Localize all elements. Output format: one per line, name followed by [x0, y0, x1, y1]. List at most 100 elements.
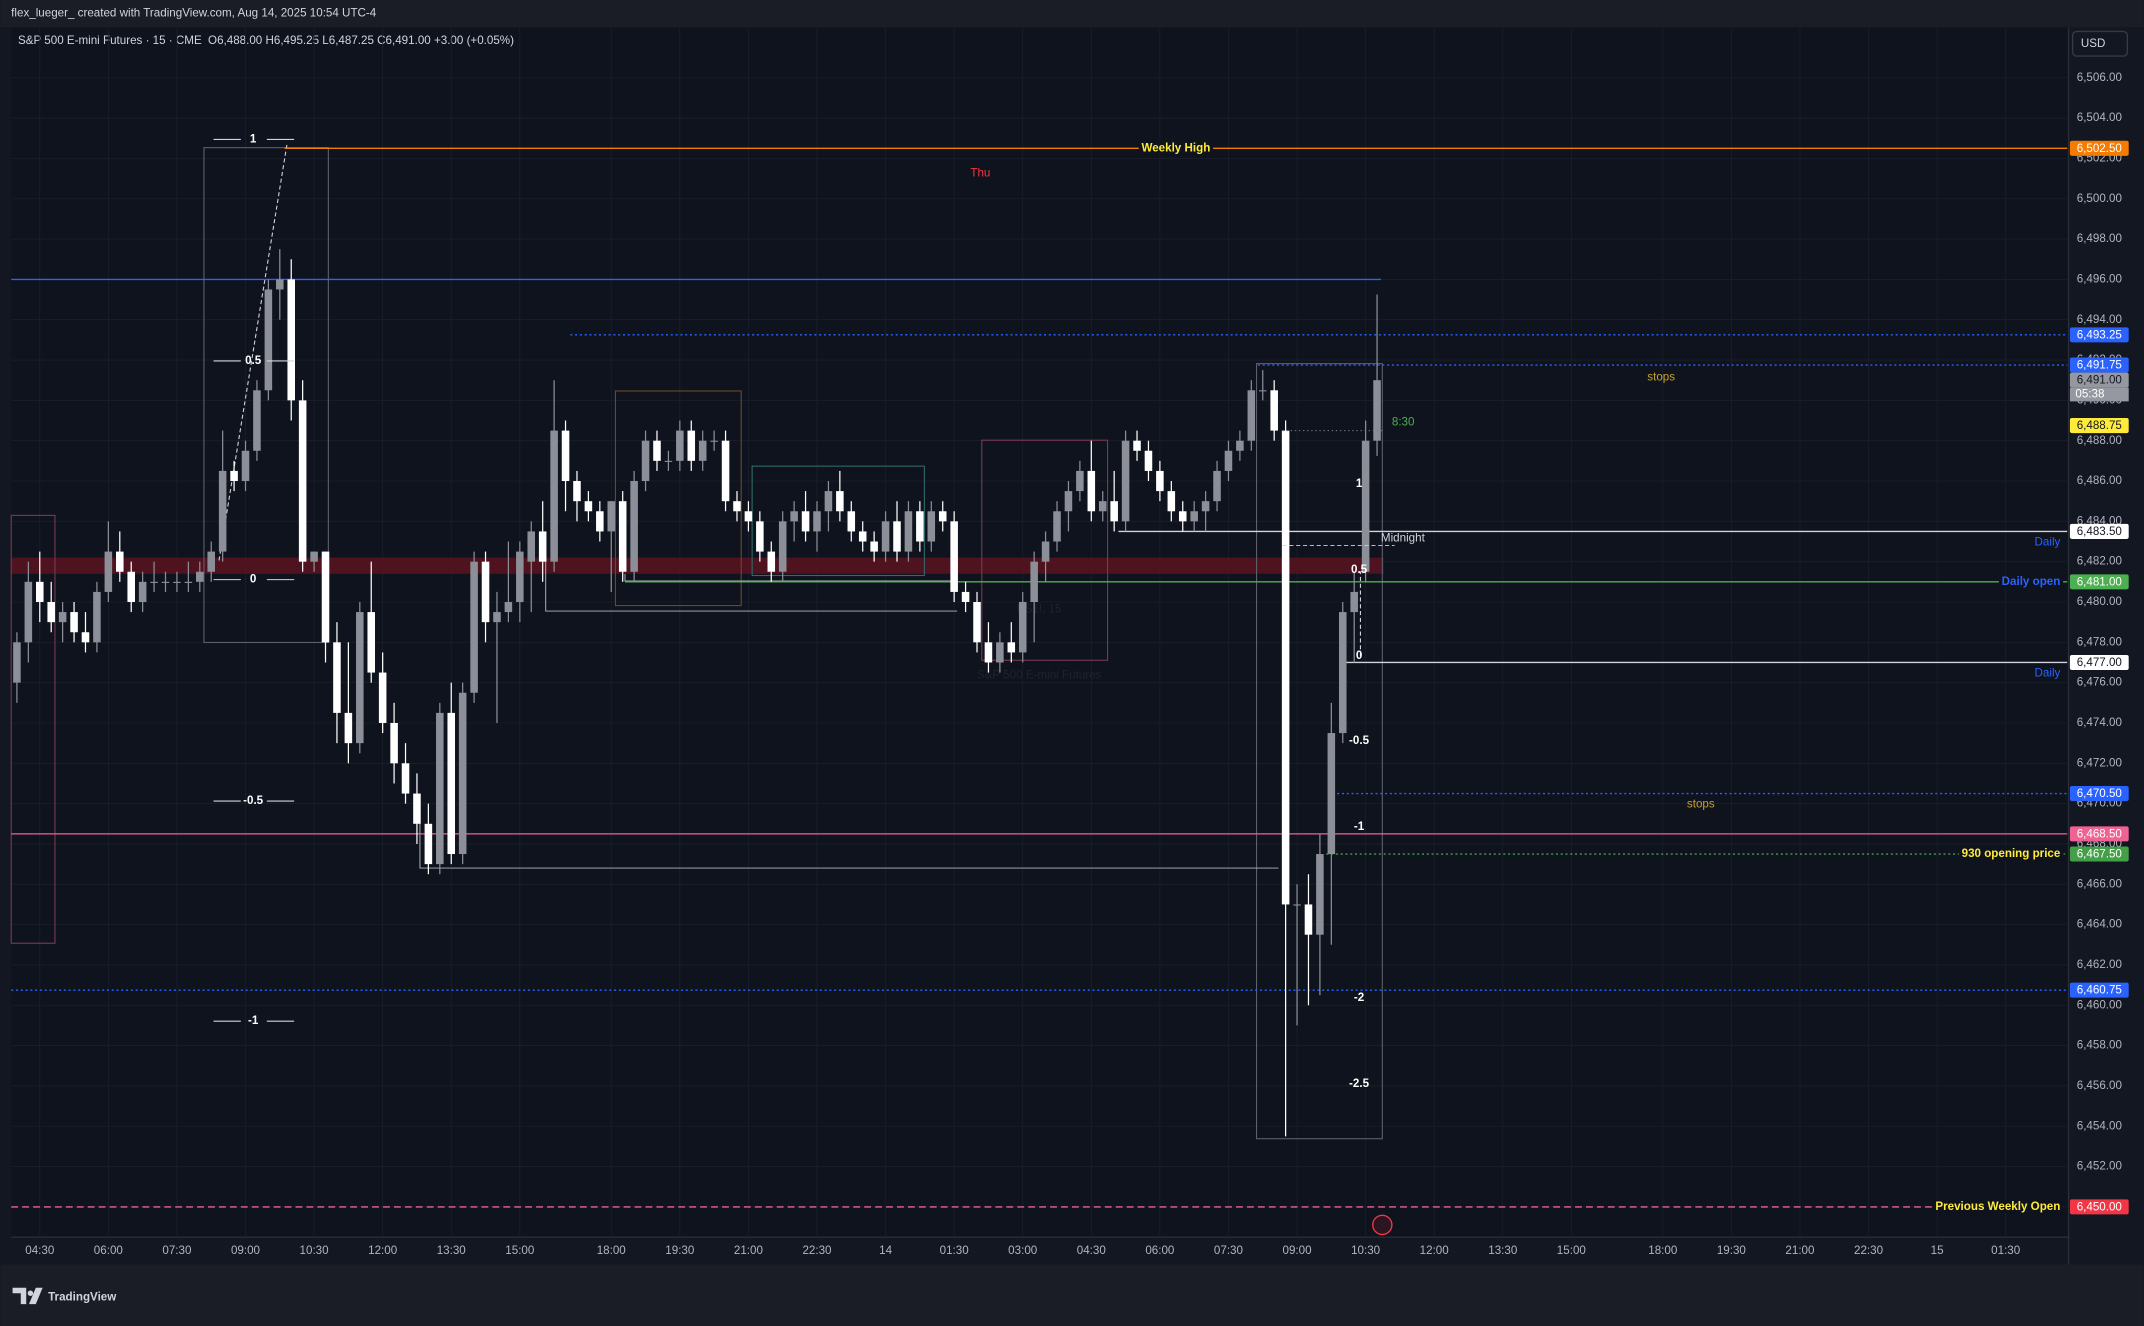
x-tick-label: 12:00	[1420, 1244, 1449, 1257]
candle-body	[1236, 440, 1244, 451]
candle-body	[36, 581, 44, 602]
candle-body	[893, 521, 901, 552]
candle-body	[813, 511, 821, 532]
candle-body	[1304, 904, 1313, 935]
countdown-bg	[2069, 387, 2129, 402]
candle-body	[401, 763, 410, 794]
candle-body	[1087, 470, 1096, 512]
fib-label: -0.5	[243, 794, 264, 807]
candle-body	[721, 440, 730, 502]
candle-body	[744, 511, 753, 522]
x-tick-label: 04:30	[25, 1244, 54, 1257]
x-tick-label: 13:30	[1488, 1244, 1517, 1257]
fib-label: 0	[250, 573, 256, 586]
candle-body	[1224, 450, 1233, 471]
price-tag-label: 6,502.50	[2077, 142, 2122, 155]
candle-body	[916, 511, 924, 542]
candle-body	[973, 601, 981, 643]
y-tick-label: 6,494.00	[2077, 313, 2122, 326]
candle-body	[116, 551, 124, 572]
candle-body	[127, 571, 135, 602]
candle-body	[104, 551, 113, 592]
candle-body	[13, 642, 21, 683]
price-tag	[2069, 140, 2129, 156]
price-tag	[2069, 574, 2129, 590]
candle-body	[1247, 390, 1256, 441]
drawing-box	[1255, 363, 1383, 1140]
fib-label: 1	[1356, 477, 1363, 490]
candle-body	[664, 460, 673, 462]
candle-body	[618, 501, 627, 572]
candle-body	[756, 521, 764, 552]
candle-body	[1361, 440, 1370, 572]
candle-body	[1293, 904, 1301, 906]
x-tick-label: 09:00	[231, 1244, 260, 1257]
candle-body	[241, 450, 250, 482]
price-tag-label: 6,470.50	[2077, 787, 2122, 800]
candle-body	[1121, 440, 1130, 522]
candle-body	[961, 591, 970, 602]
level-label: Daily	[2035, 535, 2061, 548]
price-tag	[2069, 1199, 2129, 1215]
y-tick-label: 6,458.00	[2077, 1039, 2122, 1052]
candle-body	[481, 561, 490, 623]
candle-body	[950, 521, 958, 592]
candle-body	[984, 642, 993, 663]
candle-body	[470, 561, 478, 693]
fib-trend-line	[218, 142, 288, 561]
x-tick-label: 01:30	[940, 1244, 969, 1257]
ohlc-values: O6,488.00 H6,495.25 L6,487.25 C6,491.00 …	[208, 34, 514, 47]
level-label: Daily	[2035, 666, 2061, 679]
x-tick-label: 19:30	[1717, 1244, 1746, 1257]
x-tick-label: 07:30	[162, 1244, 191, 1257]
y-tick-label: 6,478.00	[2077, 635, 2122, 648]
level-label: Previous Weekly Open	[1935, 1200, 2060, 1213]
candle-body	[698, 440, 707, 461]
candle-body	[276, 279, 284, 290]
level-label: 930 opening price	[1962, 847, 2061, 860]
candle-body	[344, 712, 353, 744]
candle-body	[573, 481, 581, 502]
candle-body	[413, 793, 421, 824]
price-tag	[2069, 372, 2129, 388]
candle-body	[710, 440, 718, 442]
candle-body	[1030, 561, 1038, 602]
candle-body	[1018, 601, 1027, 653]
candle-body	[424, 823, 433, 865]
y-tick-label: 6,452.00	[2077, 1160, 2122, 1173]
level-label-bg	[1998, 574, 2064, 588]
drawing-bracket	[419, 806, 1279, 869]
top-bar	[0, 0, 2144, 28]
candle-body	[847, 511, 856, 532]
candle-body	[1098, 501, 1107, 512]
fib-label: 1	[250, 132, 257, 145]
candle-body	[333, 642, 341, 713]
candle-body	[938, 511, 947, 522]
candle-body	[687, 430, 696, 461]
price-tag	[2069, 327, 2129, 343]
candle-body	[1064, 491, 1073, 512]
x-tick-label: 01:30	[1991, 1244, 2020, 1257]
candle-body	[218, 470, 227, 552]
candle-body	[1373, 380, 1381, 441]
fib-label: -0.5	[1349, 734, 1370, 747]
price-tag	[2069, 654, 2129, 671]
candle-body	[287, 279, 296, 401]
price-tag-label: 6,467.50	[2077, 848, 2122, 861]
x-tick-label: 06:00	[1145, 1244, 1174, 1257]
x-tick-label: 06:00	[94, 1244, 123, 1257]
candle-body	[527, 531, 536, 562]
y-tick-label: 6,482.00	[2077, 555, 2122, 568]
price-tag-label: 6,491.75	[2077, 359, 2122, 372]
y-tick-label: 6,462.00	[2077, 958, 2122, 971]
candle-body	[447, 712, 456, 855]
y-tick-label: 6,472.00	[2077, 756, 2122, 769]
drawing-bracket	[545, 555, 958, 612]
brand: TradingView	[48, 1290, 117, 1303]
price-tag	[2069, 846, 2129, 862]
drawing-box	[614, 390, 742, 607]
price-tag-label: 6,477.00	[2077, 656, 2122, 669]
candle-body	[641, 440, 650, 482]
candle-body	[1316, 854, 1324, 935]
